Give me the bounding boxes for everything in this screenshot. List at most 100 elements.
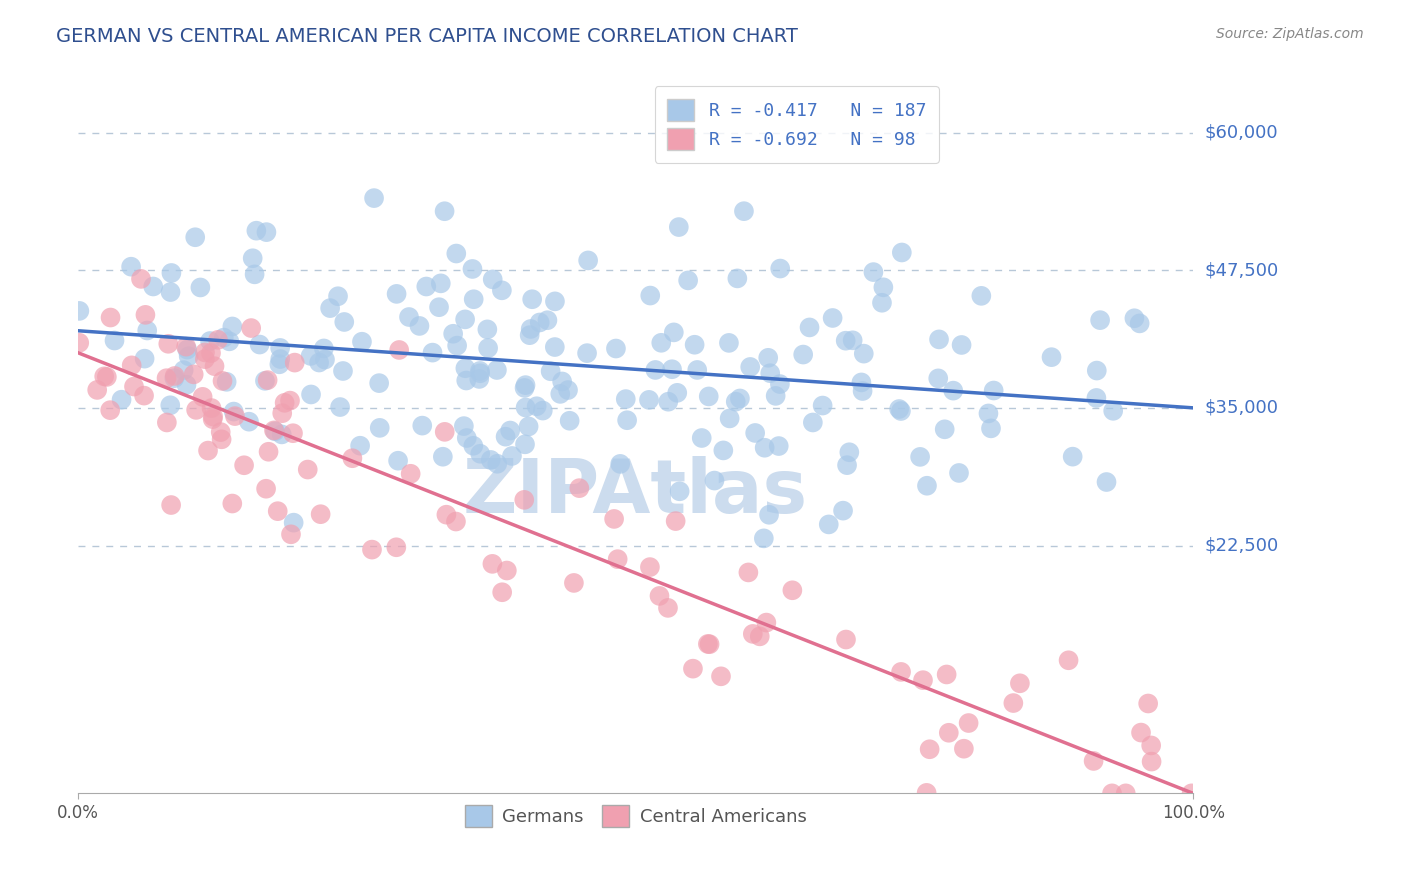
Point [242, 252, 264, 266]
Point [159, 398, 181, 412]
Point [1140, 755, 1163, 769]
Point [551, 375, 574, 389]
Point [558, 414, 581, 428]
Point [441, 326, 464, 341]
Point [98, 403, 121, 417]
Point [838, 445, 860, 459]
Point [744, 425, 766, 440]
Point [852, 384, 875, 398]
Point [433, 425, 456, 439]
Point [269, 352, 291, 367]
Point [872, 280, 894, 294]
Point [368, 376, 391, 391]
Point [562, 576, 585, 591]
Point [361, 542, 384, 557]
Text: $35,000: $35,000 [1205, 399, 1278, 417]
Point [832, 503, 855, 517]
Point [638, 392, 661, 407]
Point [792, 347, 814, 361]
Point [696, 637, 718, 651]
Point [513, 381, 536, 395]
Point [710, 669, 733, 683]
Point [454, 312, 477, 326]
Point [408, 318, 430, 333]
Point [184, 403, 207, 417]
Point [544, 294, 567, 309]
Point [548, 387, 571, 401]
Point [93, 369, 115, 384]
Point [665, 514, 688, 528]
Point [741, 627, 763, 641]
Point [519, 328, 541, 343]
Point [177, 349, 200, 363]
Point [821, 310, 844, 325]
Point [725, 271, 748, 285]
Point [686, 363, 709, 377]
Point [201, 412, 224, 426]
Point [132, 389, 155, 403]
Point [870, 295, 893, 310]
Point [811, 399, 834, 413]
Point [163, 368, 186, 383]
Point [938, 725, 960, 739]
Point [267, 504, 290, 518]
Point [928, 332, 950, 346]
Point [841, 334, 863, 348]
Point [519, 322, 541, 336]
Point [765, 389, 787, 403]
Point [980, 421, 1002, 435]
Point [513, 437, 536, 451]
Point [983, 384, 1005, 398]
Text: GERMAN VS CENTRAL AMERICAN PER CAPITA INCOME CORRELATION CHART: GERMAN VS CENTRAL AMERICAN PER CAPITA IN… [56, 27, 799, 45]
Point [918, 742, 941, 756]
Point [388, 343, 411, 357]
Point [576, 346, 599, 360]
Point [481, 557, 503, 571]
Point [211, 433, 233, 447]
Point [398, 310, 420, 324]
Text: $47,500: $47,500 [1205, 261, 1278, 279]
Point [456, 374, 478, 388]
Point [948, 466, 970, 480]
Point [411, 418, 433, 433]
Point [254, 482, 277, 496]
Point [724, 394, 747, 409]
Point [1180, 786, 1202, 800]
Point [257, 444, 280, 458]
Point [329, 400, 352, 414]
Point [432, 450, 454, 464]
Point [280, 527, 302, 541]
Point [269, 341, 291, 355]
Point [434, 508, 457, 522]
Point [319, 301, 342, 315]
Point [134, 308, 156, 322]
Point [263, 423, 285, 437]
Point [769, 261, 792, 276]
Point [333, 315, 356, 329]
Point [453, 419, 475, 434]
Point [515, 378, 537, 392]
Point [190, 280, 212, 294]
Point [67, 335, 90, 350]
Point [256, 373, 278, 387]
Point [1095, 475, 1118, 489]
Point [733, 204, 755, 219]
Point [657, 394, 679, 409]
Point [194, 352, 217, 367]
Point [638, 288, 661, 302]
Point [312, 342, 335, 356]
Point [890, 245, 912, 260]
Point [444, 515, 467, 529]
Point [676, 273, 699, 287]
Point [103, 334, 125, 348]
Point [576, 253, 599, 268]
Point [1088, 313, 1111, 327]
Point [911, 673, 934, 688]
Point [134, 351, 156, 366]
Point [934, 422, 956, 436]
Point [1057, 653, 1080, 667]
Point [657, 600, 679, 615]
Point [1137, 697, 1160, 711]
Point [299, 387, 322, 401]
Point [495, 430, 517, 444]
